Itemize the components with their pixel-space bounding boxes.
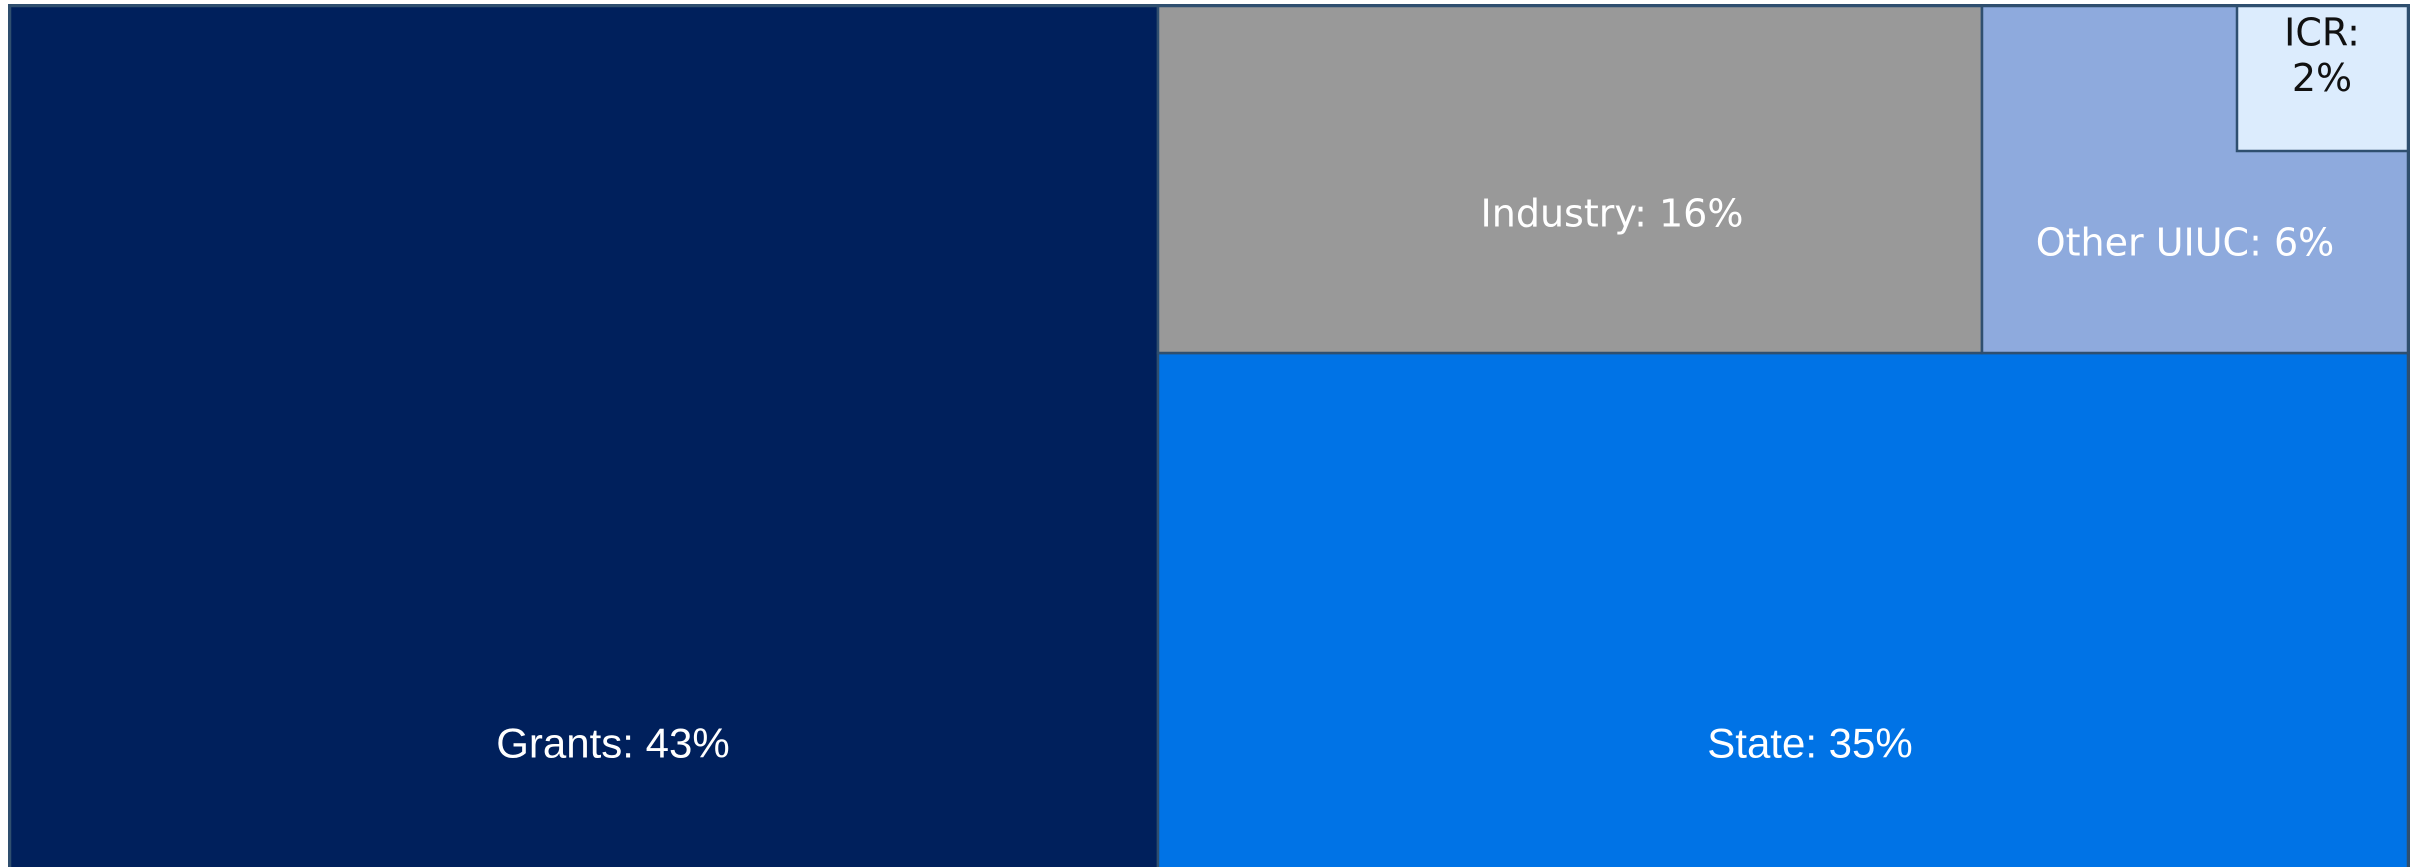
treemap-rect-grants [8, 4, 1160, 867]
treemap-label-industry: Industry: 16% [1481, 191, 1744, 235]
treemap-rect-icr [2235, 4, 2410, 153]
treemap-tile-industry: Industry: 16% [1156, 4, 1984, 355]
treemap-label-icr: ICR: 2% [2284, 11, 2360, 101]
treemap-rect-industry [1156, 4, 1984, 355]
treemap-label-other-uiuc: Other UIUC: 6% [2036, 220, 2335, 264]
treemap-label-grants: Grants: 43% [496, 720, 729, 767]
treemap-rect-state [1156, 351, 2410, 867]
treemap-tile-state: State: 35% [1156, 351, 2410, 867]
treemap-label-state: State: 35% [1707, 720, 1912, 767]
treemap-tile-icr: ICR: 2% [2235, 4, 2410, 153]
treemap-tile-other-uiuc: Other UIUC: 6% [1980, 4, 2410, 355]
treemap-tile-grants: Grants: 43% [8, 4, 1160, 867]
